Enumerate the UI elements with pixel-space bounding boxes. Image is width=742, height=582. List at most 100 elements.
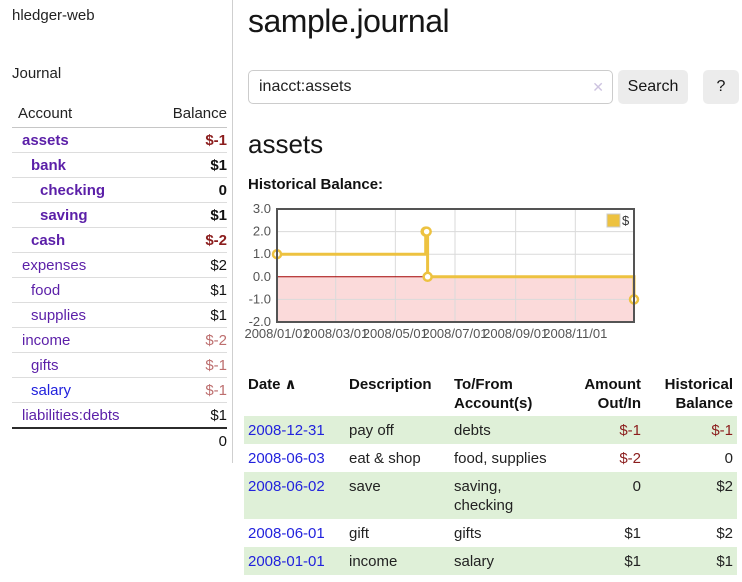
y-axis-tick-label: 2.0 [253, 224, 271, 239]
account-row: income $-2 [12, 327, 227, 353]
transaction-historical-balance: $2 [716, 525, 733, 542]
search-button[interactable]: Search [618, 70, 688, 104]
account-balance: $1 [119, 152, 227, 178]
sort-ascending-icon: ∧ [284, 376, 297, 393]
transaction-date-link[interactable]: 2008-12-31 [248, 422, 325, 439]
account-balance: $1 [119, 277, 227, 303]
transaction-date-link[interactable]: 2008-06-03 [248, 450, 325, 467]
account-row: gifts $-1 [12, 352, 227, 378]
transaction-accounts: saving, checking [454, 478, 514, 514]
transaction-date-link[interactable]: 2008-06-02 [248, 478, 325, 495]
transaction-description: pay off [349, 422, 394, 439]
transaction-accounts: salary [454, 553, 495, 570]
register-table: Date ∧ Description To/From Account(s) Amo… [244, 374, 737, 575]
brand-link[interactable]: hledger-web [12, 7, 95, 24]
transaction-description: eat & shop [349, 450, 421, 467]
account-heading: assets [248, 129, 324, 159]
account-link-checking[interactable]: checking [40, 182, 106, 199]
transaction-amount: $-2 [619, 450, 641, 467]
account-link-expenses[interactable]: expenses [22, 257, 87, 274]
sidebar-item-journal[interactable]: Journal [12, 65, 62, 82]
account-balance: 0 [119, 177, 227, 203]
account-row: assets $-1 [12, 128, 227, 153]
transaction-date-link[interactable]: 2008-01-01 [248, 553, 325, 570]
transaction-amount: $1 [624, 525, 641, 542]
accounts-total-row: 0 [12, 427, 227, 453]
transaction-row: 2008-06-02 save saving, checking 0 $2 [244, 472, 737, 519]
transaction-row: 2008-01-01 income salary $1 $1 [244, 547, 737, 575]
account-row: supplies $1 [12, 302, 227, 328]
transaction-description: gift [349, 525, 370, 542]
account-row: bank $1 [12, 152, 227, 178]
transaction-accounts: debts [454, 422, 491, 439]
account-balance: $1 [119, 302, 227, 328]
account-link-cash[interactable]: cash [31, 232, 66, 249]
accounts-table: Account Balance assets $-1 bank $1 checking 0… [12, 103, 227, 453]
transaction-date-link[interactable]: 2008-06-01 [248, 525, 325, 542]
account-link-salary[interactable]: salary [31, 382, 72, 399]
transaction-description: income [349, 553, 398, 570]
balance-column-header: Balance [119, 103, 227, 128]
account-row: cash $-2 [12, 227, 227, 253]
legend-swatch [606, 213, 621, 228]
register-table-body: 2008-12-31 pay off debts $-1 $-1 2008-06-03 ea… [244, 416, 737, 575]
historical-balance-chart: 3.0 2.0 1.0 0.0 -1.0 -2.0 2008/01/01 2008/03/01… [244, 201, 742, 348]
transaction-row: 2008-06-03 eat & shop food, supplies $-2 0 [244, 444, 737, 472]
account-row: salary $-1 [12, 377, 227, 403]
transaction-description: save [349, 478, 381, 495]
account-link-supplies[interactable]: supplies [31, 307, 87, 324]
account-link-liabilities-debts[interactable]: liabilities:debts [22, 407, 120, 424]
transaction-amount: $1 [624, 553, 641, 570]
search-input[interactable] [248, 70, 613, 104]
register-header-row: Date ∧ Description To/From Account(s) Amo… [244, 374, 737, 416]
y-axis-tick-label: -1.0 [249, 291, 271, 306]
account-link-income[interactable]: income [22, 332, 71, 349]
date-sort-header[interactable]: Date ∧ [248, 376, 297, 393]
accounts-header-row: Account Balance [12, 103, 227, 128]
search-bar: ✕ Search ? [248, 70, 742, 104]
account-row: saving $1 [12, 202, 227, 228]
clear-search-icon[interactable]: ✕ [592, 79, 604, 95]
data-point-marker [422, 271, 433, 283]
account-balance: $1 [119, 202, 227, 228]
help-button[interactable]: ? [703, 70, 739, 104]
historical-balance-label: Historical Balance: [248, 176, 384, 193]
account-row: food $1 [12, 277, 227, 303]
x-axis-tick-label: 2008/11/01 [543, 326, 607, 341]
x-axis-tick-label: 2008/09/01 [483, 326, 548, 341]
balance-chart-svg: 3.0 2.0 1.0 0.0 -1.0 -2.02008/01/012008/03/01… [244, 201, 640, 341]
y-axis-tick-label: 3.0 [253, 201, 271, 216]
account-link-assets[interactable]: assets [22, 132, 69, 149]
x-axis-tick-label: 2008/03/01 [303, 326, 368, 341]
transaction-row: 2008-12-31 pay off debts $-1 $-1 [244, 416, 737, 444]
account-balance: $-1 [119, 352, 227, 378]
account-balance: $1 [119, 402, 227, 428]
account-link-food[interactable]: food [31, 282, 61, 299]
legend-label: $ [622, 213, 630, 228]
historical-balance-header: Historical Balance [664, 376, 733, 412]
plot-border [276, 208, 635, 323]
transaction-accounts: gifts [454, 525, 482, 542]
account-balance: $-1 [205, 132, 227, 149]
account-balance: $-1 [119, 377, 227, 403]
accounts-table-body: assets $-1 bank $1 checking 0 saving $1 cash $-2 e… [12, 128, 227, 428]
data-point-marker [421, 226, 432, 237]
account-row: checking 0 [12, 177, 227, 203]
main-content: sample.journal ✕ Search ? assets Histori… [244, 0, 742, 575]
page-title: sample.journal [248, 3, 450, 39]
transaction-historical-balance: $2 [716, 478, 733, 495]
x-axis-tick-label: 2008/07/01 [422, 326, 487, 341]
transaction-historical-balance: 0 [724, 450, 733, 467]
account-link-bank[interactable]: bank [31, 157, 67, 174]
transaction-row: 2008-06-01 gift gifts $1 $2 [244, 519, 737, 547]
description-header: Description [349, 376, 432, 393]
account-balance: $2 [119, 252, 227, 278]
y-axis-tick-label: 0.0 [253, 269, 271, 284]
transaction-amount: 0 [632, 478, 641, 495]
account-link-saving[interactable]: saving [40, 207, 88, 224]
amount-header: Amount Out/In [584, 376, 641, 412]
x-axis-tick-label: 2008/01/01 [244, 326, 309, 341]
transaction-historical-balance: $-1 [711, 422, 733, 439]
account-link-gifts[interactable]: gifts [31, 357, 59, 374]
account-column-header: Account [12, 103, 120, 128]
